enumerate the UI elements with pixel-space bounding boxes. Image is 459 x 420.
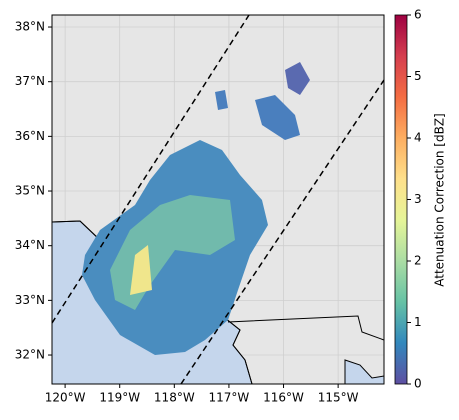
y-tick-label: 36°N: [15, 129, 45, 143]
swath-edge: [180, 79, 384, 384]
x-tick-label: 116°W: [263, 391, 304, 405]
colorbar-label: Attenuation Correction [dBZ]: [433, 113, 447, 286]
y-tick-label: 35°N: [15, 184, 45, 198]
colorbar-tick-label: 3: [414, 192, 422, 206]
radar-echo: [130, 245, 152, 295]
y-tick-label: 33°N: [15, 293, 45, 307]
colorbar-tick-label: 2: [414, 254, 422, 268]
gulf: [344, 359, 384, 384]
y-tick-label: 37°N: [15, 74, 45, 88]
colorbar-tick-label: 0: [414, 377, 422, 391]
colorbar-tick-label: 5: [414, 69, 422, 83]
x-tick-label: 119°W: [99, 391, 140, 405]
x-tick-label: 120°W: [45, 391, 86, 405]
colorbar-tick-label: 4: [414, 131, 422, 145]
colorbar-tick-label: 6: [414, 8, 422, 22]
map-frame: [51, 14, 385, 385]
colorbar-tick-label: 1: [414, 315, 422, 329]
swath-edge: [52, 15, 250, 324]
x-tick-label: 117°W: [209, 391, 250, 405]
colorbar: [394, 14, 408, 385]
radar-echo: [215, 90, 228, 110]
basemap: [52, 15, 384, 384]
border: [227, 315, 384, 341]
y-tick-label: 32°N: [15, 348, 45, 362]
y-tick-label: 38°N: [15, 20, 45, 34]
radar-echo: [255, 95, 300, 140]
x-tick-label: 118°W: [154, 391, 195, 405]
x-tick-label: 115°W: [318, 391, 359, 405]
y-tick-label: 34°N: [15, 238, 45, 252]
radar-echo: [285, 62, 310, 95]
